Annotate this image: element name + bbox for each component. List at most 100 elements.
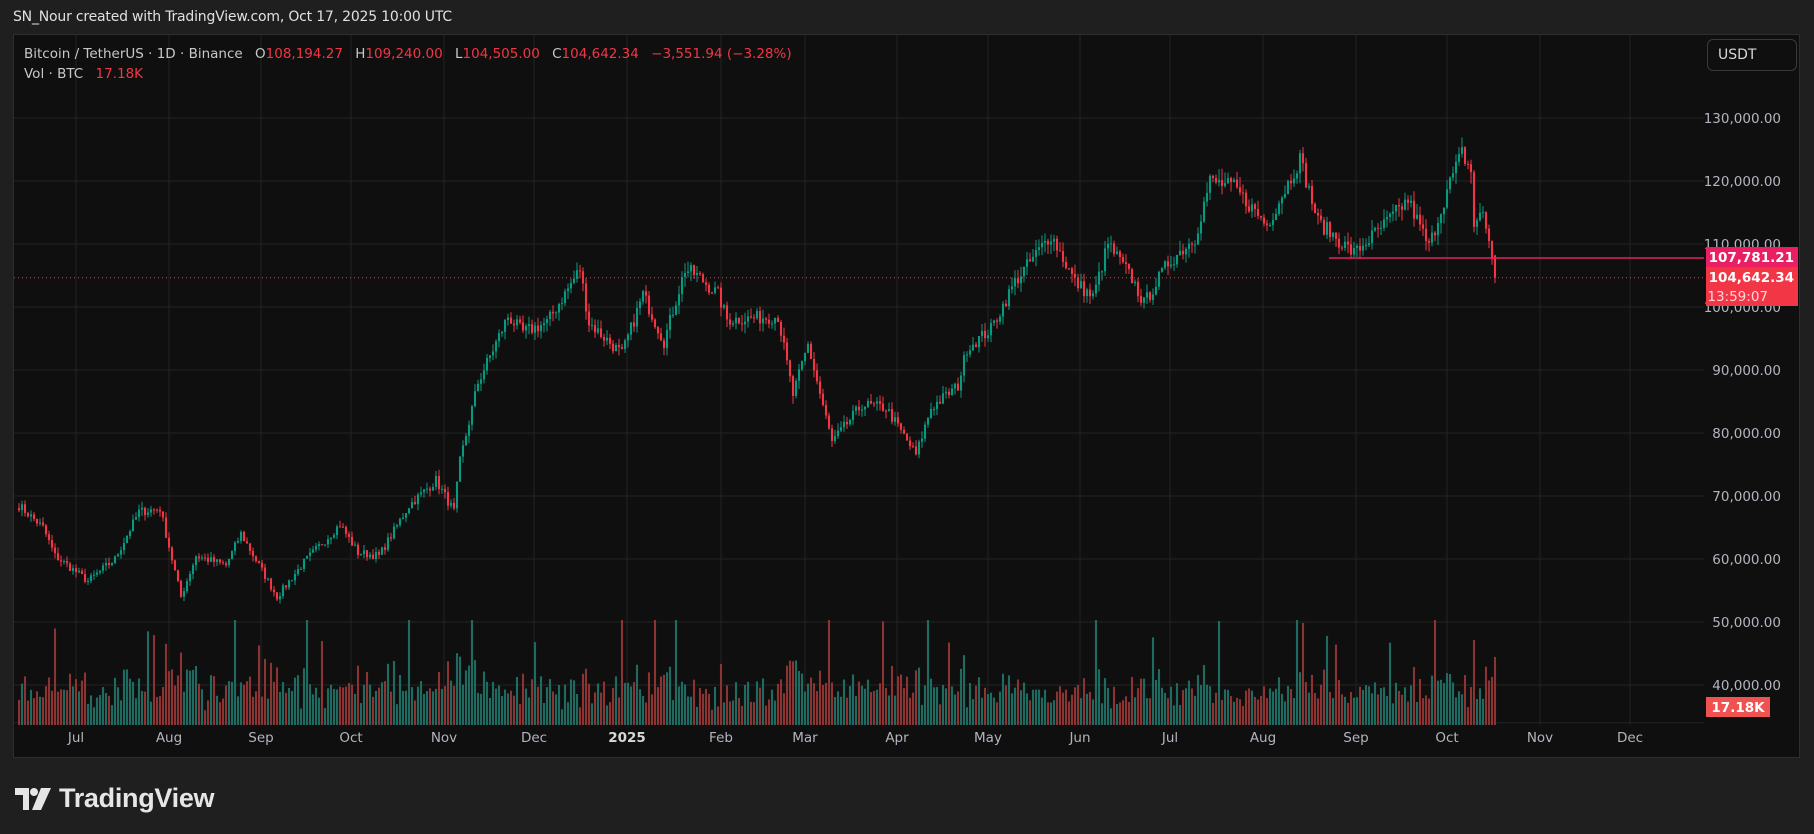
candle-body xyxy=(953,383,957,389)
symbol-title[interactable]: Bitcoin / TetherUS · 1D · Binance xyxy=(24,46,243,62)
candle-body xyxy=(1394,205,1398,212)
candle-body xyxy=(620,347,624,349)
volume-bar xyxy=(392,661,396,725)
time-axis[interactable] xyxy=(14,725,1799,757)
candle-body xyxy=(1217,180,1221,183)
volume-bar xyxy=(1259,695,1263,725)
candle-body xyxy=(800,361,804,370)
currency-button[interactable]: USDT xyxy=(1707,39,1797,71)
volume-bar xyxy=(818,670,822,725)
volume-bar xyxy=(1487,680,1491,725)
volume-bar xyxy=(1118,702,1122,725)
chart-pane[interactable]: 130,000.00 120,000.00 110,000.00 100,000.00… xyxy=(13,34,1800,758)
volume-bar xyxy=(1127,701,1131,725)
volume-bar xyxy=(47,677,51,725)
candle-body xyxy=(692,265,696,276)
candle-body xyxy=(1352,248,1356,255)
tradingview-logo[interactable]: TradingView xyxy=(15,783,215,814)
candle-body xyxy=(737,317,741,324)
volume-bar xyxy=(866,679,870,725)
volume-bar xyxy=(860,685,864,725)
volume-bar xyxy=(728,701,732,725)
volume-bar xyxy=(1232,701,1236,725)
volume-bar xyxy=(1043,689,1047,725)
candle-body xyxy=(80,570,84,575)
volume-bar xyxy=(1478,688,1482,725)
volume-bar xyxy=(26,700,30,725)
volume-bar xyxy=(536,686,540,725)
volume-bar xyxy=(737,698,741,725)
volume-bar xyxy=(1379,688,1383,725)
volume-bar xyxy=(1373,682,1377,725)
volume-bar xyxy=(245,681,249,725)
candle-body xyxy=(806,343,810,353)
volume-bar xyxy=(1112,686,1116,725)
candle-body xyxy=(107,563,111,565)
candle-body xyxy=(1172,264,1176,266)
volume-label[interactable]: Vol · BTC xyxy=(24,66,84,82)
candle-body xyxy=(1184,248,1188,255)
volume-bar xyxy=(368,684,372,725)
volume-bar xyxy=(605,705,609,725)
volume-bar xyxy=(1181,690,1185,725)
candle-body xyxy=(407,508,411,514)
volume-bar xyxy=(317,697,321,725)
candle-body xyxy=(209,557,213,562)
candle-body xyxy=(818,381,822,394)
candle-body xyxy=(170,547,174,561)
volume-bar xyxy=(782,693,786,725)
candle-body xyxy=(347,533,351,537)
candle-body xyxy=(602,336,606,341)
candle-body xyxy=(521,322,525,331)
price-chart[interactable]: 130,000.00120,000.00110,000.00100,000.00… xyxy=(14,35,1799,757)
volume-bar xyxy=(1253,696,1257,725)
volume-bar xyxy=(1022,682,1026,725)
candle-body xyxy=(851,410,855,420)
volume-bar xyxy=(1046,702,1050,725)
volume-bar xyxy=(881,621,885,725)
candle-body xyxy=(422,489,426,493)
volume-bar xyxy=(461,684,465,725)
candle-body xyxy=(683,272,687,278)
candle-body xyxy=(1256,209,1260,216)
candle-body xyxy=(152,509,156,511)
candle-body xyxy=(704,282,708,285)
time-axis-label: May xyxy=(974,730,1002,746)
volume-bar xyxy=(911,692,915,725)
candle-body xyxy=(254,556,258,561)
candle-body xyxy=(794,380,798,396)
volume-bar xyxy=(653,620,657,725)
candle-body xyxy=(272,589,276,593)
close-label: C xyxy=(552,46,562,62)
candle-body xyxy=(929,409,933,419)
volume-bar xyxy=(272,681,276,725)
volume-bar xyxy=(302,668,306,725)
volume-bar xyxy=(1016,679,1020,725)
candle-body xyxy=(740,323,744,325)
candle-body xyxy=(1085,289,1089,297)
candle-body xyxy=(1418,214,1422,225)
volume-bar xyxy=(359,703,363,725)
volume-bar xyxy=(524,688,528,725)
volume-bar xyxy=(668,666,672,725)
candle-body xyxy=(884,410,888,412)
volume-bar xyxy=(575,693,579,725)
volume-bar xyxy=(152,635,156,725)
candle-body xyxy=(593,325,597,333)
price-axis-label: 80,000.00 xyxy=(1712,426,1781,442)
candle-body xyxy=(290,580,294,582)
candle-body xyxy=(758,311,762,324)
volume-bar xyxy=(176,675,180,725)
candle-body xyxy=(332,535,336,538)
candle-body xyxy=(179,580,183,597)
volume-bar xyxy=(425,691,429,725)
candle-body xyxy=(1133,281,1137,284)
volume-bar xyxy=(77,691,81,725)
candle-body xyxy=(551,311,555,314)
volume-bar xyxy=(1088,691,1092,725)
volume-bar xyxy=(1319,684,1323,725)
volume-bar xyxy=(1076,684,1080,725)
volume-bar xyxy=(68,673,72,725)
candle-body xyxy=(266,578,270,580)
candle-body xyxy=(1004,303,1008,307)
